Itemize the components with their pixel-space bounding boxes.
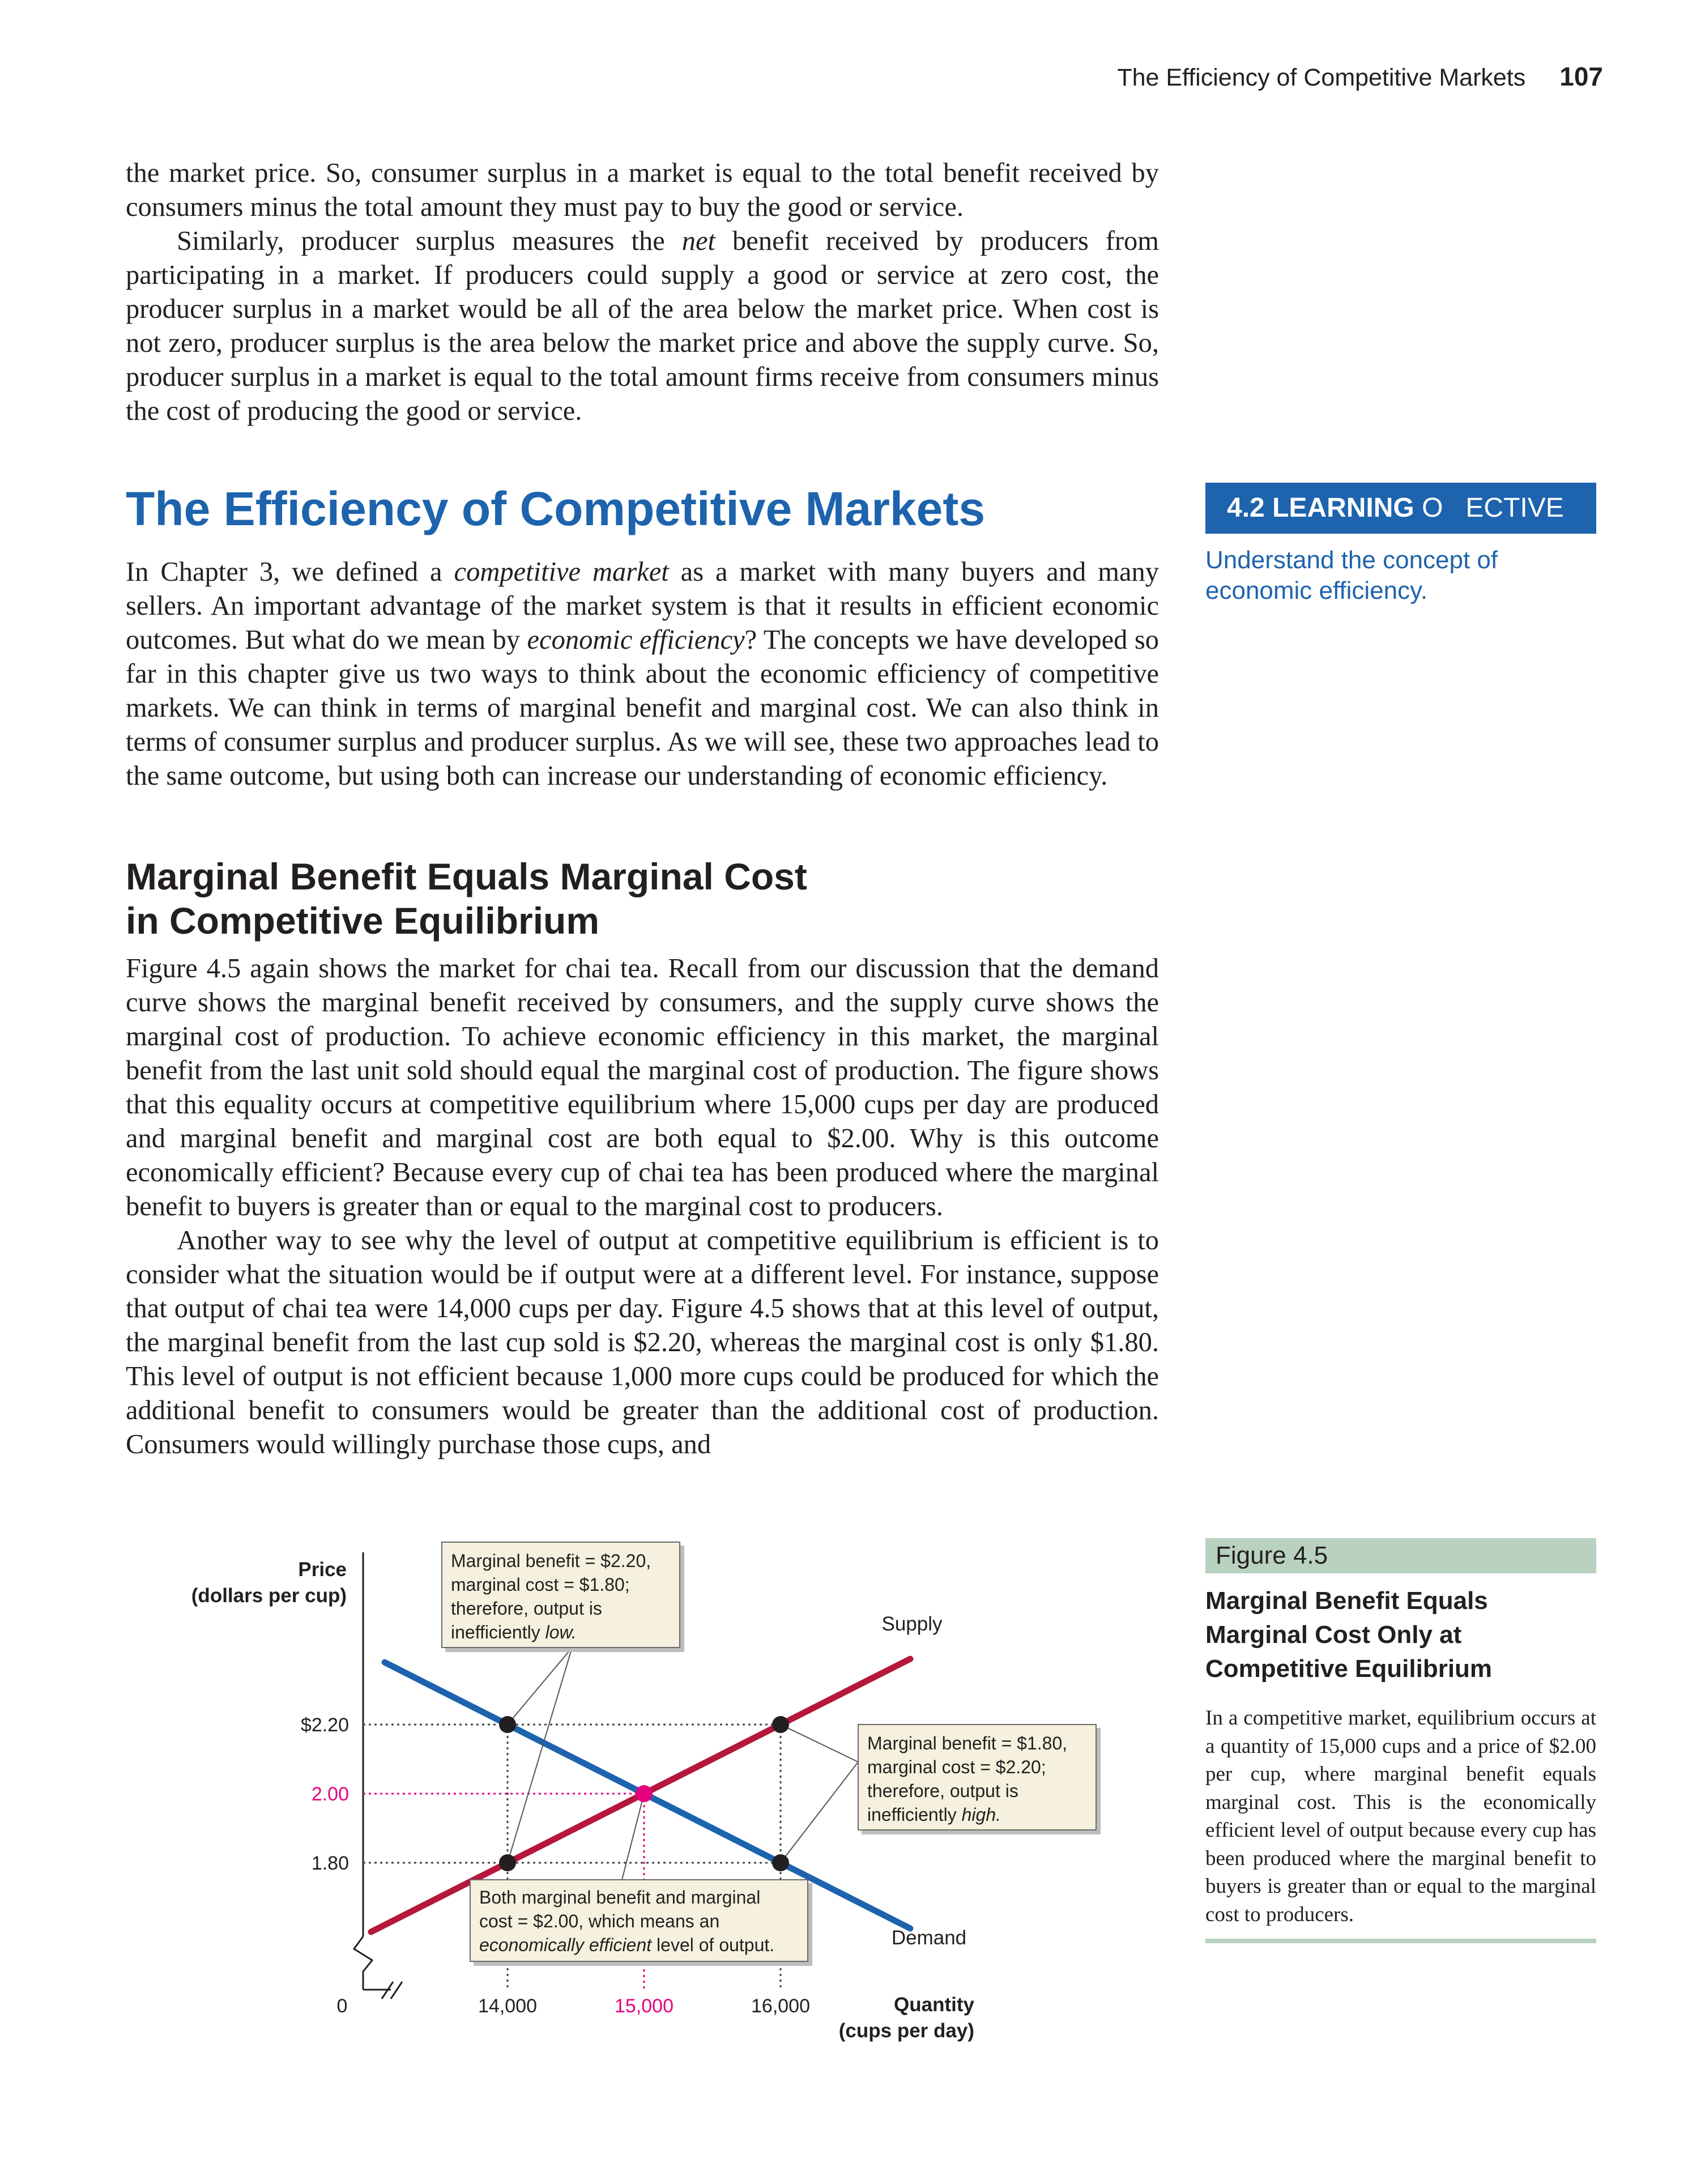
y-axis-title-2: (dollars per cup) — [191, 1585, 347, 1607]
x-axis-break-1 — [381, 1981, 394, 1999]
x-axis-title-1: Quantity — [894, 1994, 974, 2016]
supply-demand-chart: Price (dollars per cup) Quantity (cups p… — [191, 1542, 1097, 2042]
intro-paragraph-2: Similarly, producer surplus measures the… — [126, 226, 1159, 426]
section-heading: The Efficiency of Competitive Markets — [126, 482, 986, 535]
callout-efficient: Both marginal benefit and marginal cost … — [470, 1879, 808, 1962]
supply-label: Supply — [881, 1613, 943, 1635]
callout-high-text: Marginal benefit = $1.80, marginal cost … — [867, 1733, 1072, 1825]
page-number: 107 — [1559, 62, 1603, 91]
callout-low-text: Marginal benefit = $2.20, marginal cost … — [451, 1551, 656, 1642]
callout-efficient-box — [470, 1879, 808, 1962]
x-tick-15000: 15,000 — [615, 1995, 674, 2017]
y-axis-break — [352, 1936, 374, 1990]
learning-objective-label: 4.2 LEARNING O ECTIVE — [1205, 483, 1596, 534]
point-14000-220 — [499, 1716, 516, 1733]
subsection-heading: Marginal Benefit Equals Marginal Cost in… — [126, 855, 807, 942]
running-title: The Efficiency of Competitive Markets — [1117, 64, 1526, 91]
callout-low-box — [441, 1542, 680, 1648]
leader-low-bottom — [507, 1647, 573, 1863]
leader-eq — [621, 1793, 645, 1880]
subsection-text: Figure 4.5 again shows the market for ch… — [126, 952, 1159, 1462]
callout-efficient-text: Both marginal benefit and marginal cost … — [479, 1887, 774, 1955]
point-14000-180 — [499, 1854, 516, 1871]
x-axis-break-2 — [390, 1981, 403, 1999]
demand-label: Demand — [892, 1927, 966, 1949]
section-paragraph: In Chapter 3, we defined a competitive m… — [126, 557, 1159, 791]
x-tick-16000: 16,000 — [751, 1995, 810, 2017]
figure-label: Figure 4.5 — [1205, 1538, 1596, 1573]
section-text: In Chapter 3, we defined a competitive m… — [126, 555, 1159, 793]
leader-low-top — [507, 1647, 573, 1725]
intro-text: the market price. So, consumer surplus i… — [126, 156, 1159, 428]
x-axis-title-2: (cups per day) — [839, 2020, 974, 2042]
point-15000-200 — [636, 1785, 653, 1802]
y-axis-title-1: Price — [298, 1559, 347, 1581]
leader-high-top — [780, 1724, 859, 1762]
y-tick-180: 1.80 — [312, 1853, 349, 1874]
callout-low: Marginal benefit = $2.20, marginal cost … — [441, 1542, 680, 1648]
x-tick-0: 0 — [337, 1995, 348, 2017]
subsection-paragraph-2: Another way to see why the level of outp… — [126, 1225, 1159, 1459]
equilibrium-points — [499, 1716, 789, 1871]
callout-high: Marginal benefit = $1.80, marginal cost … — [858, 1724, 1097, 1830]
callout-high-box — [858, 1724, 1097, 1830]
subsection-paragraph-1: Figure 4.5 again shows the market for ch… — [126, 953, 1159, 1221]
figure-rule — [1205, 1939, 1596, 1943]
intro-paragraph-1: the market price. So, consumer surplus i… — [126, 158, 1159, 222]
figure-title: Marginal Benefit Equals Marginal Cost On… — [1205, 1587, 1493, 1683]
learning-objective-text: Understand the concept of economic effic… — [1205, 546, 1498, 604]
point-16000-180 — [772, 1854, 789, 1871]
figure-caption: In a competitive market, equilibrium occ… — [1205, 1706, 1596, 1926]
leader-lines — [507, 1647, 859, 1880]
x-tick-14000: 14,000 — [478, 1995, 537, 2017]
leader-high-bottom — [780, 1761, 859, 1863]
point-16000-220 — [772, 1716, 789, 1733]
y-tick-220: $2.20 — [301, 1714, 349, 1736]
y-tick-200: 2.00 — [312, 1783, 349, 1805]
running-header: The Efficiency of Competitive Markets 107 — [850, 61, 1603, 92]
